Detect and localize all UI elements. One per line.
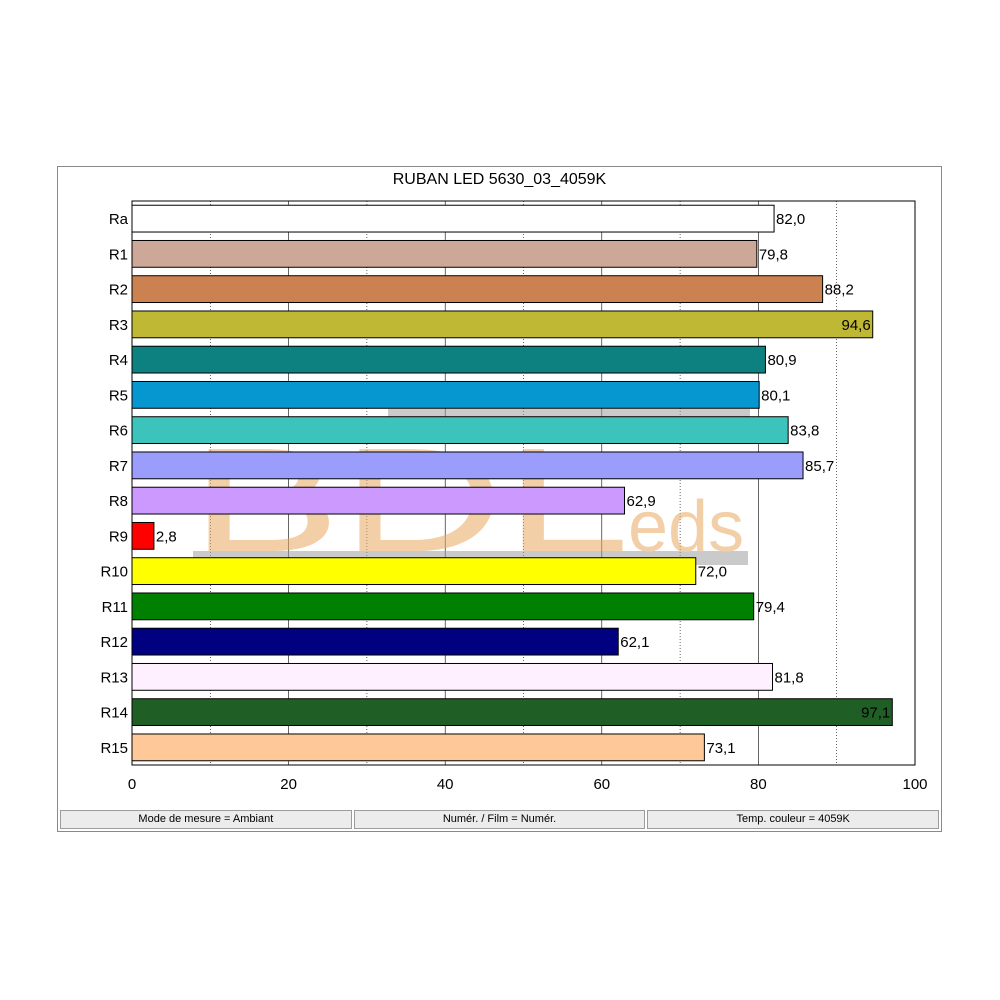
category-label-R7: R7 <box>109 458 128 475</box>
value-label-R10: 72,0 <box>698 564 727 581</box>
bar-R11 <box>131 592 755 621</box>
value-label-R6: 83,8 <box>790 423 819 440</box>
category-label-R11: R11 <box>102 599 128 616</box>
value-label-R14: 97,1 <box>861 705 890 722</box>
x-tick-label: 80 <box>750 776 767 793</box>
status-bar: Mode de mesure = Ambiant Numér. / Film =… <box>60 810 940 829</box>
bar-R3 <box>131 310 874 339</box>
bar-Ra <box>131 204 775 233</box>
value-label-R9: 2,8 <box>156 528 177 545</box>
category-label-R4: R4 <box>109 352 128 369</box>
bar-R10 <box>131 557 697 586</box>
x-tick-label: 40 <box>437 776 454 793</box>
category-label-R14: R14 <box>100 705 128 722</box>
chart-title: RUBAN LED 5630_03_4059K <box>392 171 607 188</box>
svg-text:eds: eds <box>628 487 744 567</box>
category-label-R3: R3 <box>109 317 128 334</box>
value-label-R7: 85,7 <box>805 458 834 475</box>
bar-R1 <box>131 239 758 268</box>
category-label-R8: R8 <box>109 493 128 510</box>
value-label-R12: 62,1 <box>620 634 649 651</box>
x-tick-label: 0 <box>128 776 136 793</box>
value-label-R5: 80,1 <box>761 387 790 404</box>
value-label-R8: 62,9 <box>627 493 656 510</box>
status-temp: Temp. couleur = 4059K <box>647 810 940 829</box>
bar-R8 <box>131 486 626 515</box>
value-label-R3: 94,6 <box>842 317 871 334</box>
category-label-R5: R5 <box>109 387 128 404</box>
value-label-Ra: 82,0 <box>776 211 805 228</box>
bar-R13 <box>131 662 773 691</box>
bar-R4 <box>131 345 766 374</box>
category-label-R12: R12 <box>100 634 128 651</box>
category-label-R15: R15 <box>100 740 128 757</box>
category-label-R1: R1 <box>109 246 128 263</box>
value-label-R15: 73,1 <box>706 740 735 757</box>
bar-R12 <box>131 627 619 656</box>
value-label-R11: 79,4 <box>756 599 785 616</box>
bar-R2 <box>131 275 824 304</box>
value-label-R1: 79,8 <box>759 246 788 263</box>
bar-R7 <box>131 451 804 480</box>
x-tick-label: 60 <box>593 776 610 793</box>
category-label-R13: R13 <box>100 669 128 686</box>
bar-R9 <box>131 521 155 550</box>
status-film: Numér. / Film = Numér. <box>353 810 646 829</box>
chart-frame: RUBAN LED 5630_03_4059K BDL eds Ra 82,0 R1 79… <box>57 166 942 832</box>
category-label-R9: R9 <box>109 528 128 545</box>
x-tick-label: 100 <box>902 776 927 793</box>
status-mode: Mode de mesure = Ambiant <box>60 810 352 829</box>
category-label-R6: R6 <box>109 423 128 440</box>
bar-R5 <box>131 380 760 409</box>
category-label-R2: R2 <box>109 282 128 299</box>
value-label-R13: 81,8 <box>774 669 803 686</box>
value-label-R4: 80,9 <box>767 352 796 369</box>
x-tick-label: 20 <box>280 776 297 793</box>
bar-R15 <box>131 733 705 762</box>
category-label-Ra: Ra <box>109 211 129 228</box>
bar-R6 <box>131 416 789 445</box>
bar-R14 <box>131 698 893 727</box>
category-label-R10: R10 <box>100 564 128 581</box>
value-label-R2: 88,2 <box>825 282 854 299</box>
